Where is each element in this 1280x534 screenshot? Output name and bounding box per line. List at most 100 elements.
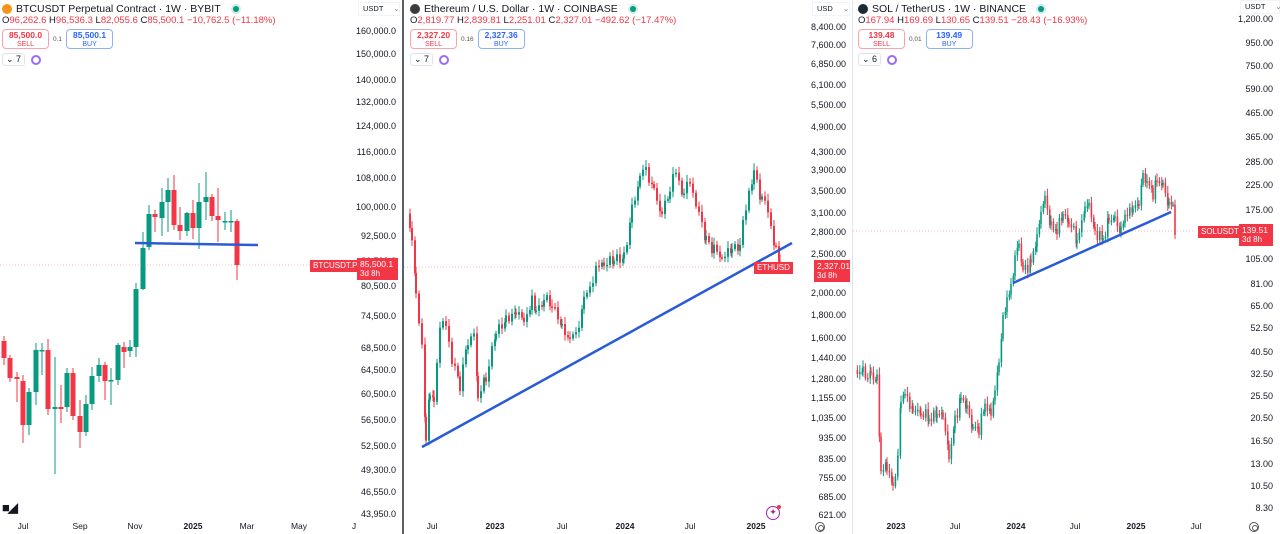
- sell-button[interactable]: 139.48 SELL: [858, 29, 905, 49]
- price-tick-label: 1,035.00: [810, 413, 846, 423]
- price-tick-label: 108,000.0: [355, 173, 396, 183]
- symbol-price-tag: SOLUSDT: [1198, 226, 1242, 238]
- sol-price-axis[interactable]: 1,200.00 950.00 750.00 590.00 465.00 365.00 28…: [1223, 0, 1277, 520]
- tradingview-logo[interactable]: ■◢: [2, 500, 18, 515]
- market-open-icon: [629, 5, 636, 12]
- indicators-toggle[interactable]: ⌄ 6: [858, 53, 882, 66]
- pane-divider[interactable]: [852, 0, 853, 534]
- price-tick-label: 25.50: [1250, 391, 1273, 401]
- price-tick-label: 65.00: [1250, 301, 1273, 311]
- price-tick-label: 64,500.0: [360, 365, 396, 375]
- price-tick-label: 4,300.00: [810, 147, 846, 157]
- price-tick-label: 92,500.0: [360, 231, 396, 241]
- time-tick-label: 2025: [1126, 521, 1146, 531]
- bitcoin-logo-icon: [2, 3, 12, 14]
- price-tick-label: 7,600.00: [810, 40, 846, 50]
- price-tick-label: 3,500.00: [810, 186, 846, 196]
- price-tick-label: 56,500.0: [360, 415, 396, 425]
- price-tick-label: 2,800.00: [810, 227, 846, 237]
- price-tick-label: 225.00: [1245, 180, 1273, 190]
- symbol-title[interactable]: SOL / TetherUS · 1W · BINANCE: [872, 2, 1027, 15]
- eth-candlestick-plot[interactable]: [404, 0, 852, 534]
- currency-selector[interactable]: USDT ⌄: [358, 2, 400, 16]
- price-tick-label: 2,000.00: [810, 288, 846, 298]
- btc-candlestick-plot[interactable]: [0, 0, 403, 534]
- price-tick-label: 835.00: [818, 454, 846, 464]
- buy-button[interactable]: 139.49 BUY: [925, 29, 973, 49]
- indicators-toggle[interactable]: ⌄ 7: [2, 53, 26, 66]
- pane-divider[interactable]: [402, 0, 404, 534]
- price-tick-label: 1,440.00: [810, 353, 846, 363]
- price-tick-label: 1,600.00: [810, 333, 846, 343]
- sol-time-axis[interactable]: 2023 Jul 2024 Jul 2025 Jul: [853, 518, 1280, 534]
- price-tick-label: 1,800.00: [810, 310, 846, 320]
- chart-settings-icon[interactable]: [815, 522, 825, 532]
- time-tick-label: Nov: [127, 521, 143, 531]
- eth-price-axis[interactable]: 8,400.00 7,600.00 6,850.00 6,100.00 5,500.00…: [794, 0, 850, 520]
- price-tick-label: 16.50: [1250, 436, 1273, 446]
- time-tick-label: Jul: [684, 521, 696, 531]
- price-tick-label: 285.00: [1245, 157, 1273, 167]
- lightning-alert-icon[interactable]: ✦: [766, 505, 781, 520]
- btc-legend: BTCUSDT Perpetual Contract · 1W · BYBIT …: [2, 2, 276, 66]
- sol-chart-pane[interactable]: SOL / TetherUS · 1W · BINANCE O167.94 H1…: [853, 0, 1280, 534]
- time-tick-label: May: [290, 521, 308, 531]
- last-price-label: 139.51 3d 8h: [1239, 224, 1273, 246]
- sol-candlestick-plot[interactable]: [853, 0, 1280, 534]
- price-tick-label: 150,000.0: [355, 49, 396, 59]
- price-tick-label: 4,900.00: [810, 122, 846, 132]
- eth-time-axis[interactable]: Jul 2023 Jul 2024 Jul 2025: [404, 518, 850, 534]
- btc-price-axis[interactable]: 160,000.0 150,000.0 140,000.0 132,000.0 124,…: [340, 0, 400, 520]
- btc-time-axis[interactable]: Jul Sep Nov 2025 Mar May J: [0, 518, 400, 534]
- price-tick-label: 49,300.0: [360, 465, 396, 475]
- time-tick-label: 2023: [886, 521, 906, 531]
- price-tick-label: 20.50: [1250, 413, 1273, 423]
- symbol-price-tag: ETHUSD: [754, 262, 793, 274]
- solana-logo-icon: [858, 3, 868, 14]
- buy-button[interactable]: 85,500.1 BUY: [66, 29, 114, 49]
- price-tick-label: 8,400.00: [810, 22, 846, 32]
- btc-chart-pane[interactable]: BTCUSDT Perpetual Contract · 1W · BYBIT …: [0, 0, 403, 534]
- price-tick-label: 13.00: [1250, 459, 1273, 469]
- market-open-icon: [1038, 5, 1045, 12]
- price-tick-label: 6,850.00: [810, 59, 846, 69]
- symbol-title[interactable]: Ethereum / U.S. Dollar · 1W · COINBASE: [424, 2, 618, 15]
- symbol-title[interactable]: BTCUSDT Perpetual Contract · 1W · BYBIT: [16, 2, 221, 15]
- price-tick-label: 124,000.0: [355, 121, 396, 131]
- sync-indicator-icon[interactable]: [887, 54, 898, 65]
- buy-button[interactable]: 2,327.36 BUY: [477, 29, 525, 49]
- price-tick-label: 365.00: [1245, 132, 1273, 142]
- price-tick-label: 100,000.0: [355, 202, 396, 212]
- price-tick-label: 68,500.0: [360, 343, 396, 353]
- time-tick-label: Jul: [556, 521, 568, 531]
- chart-settings-icon[interactable]: [1249, 522, 1259, 532]
- last-price-label: 85,500.1 3d 8h: [357, 258, 398, 280]
- price-tick-label: 750.00: [1245, 61, 1273, 71]
- price-tick-label: 43,950.0: [360, 509, 396, 519]
- price-tick-label: 160,000.0: [355, 26, 396, 36]
- price-tick-label: 80,500.0: [360, 281, 396, 291]
- price-tick-label: 621.00: [818, 510, 846, 520]
- sol-legend: SOL / TetherUS · 1W · BINANCE O167.94 H1…: [858, 2, 1087, 66]
- ethereum-logo-icon: [410, 3, 420, 14]
- time-tick-label: Mar: [239, 521, 255, 531]
- sell-button[interactable]: 85,500.0 SELL: [2, 29, 49, 49]
- time-tick-label: 2024: [615, 521, 635, 531]
- ohlc-values: O167.94 H169.69 L130.65 C139.51 −28.43 (…: [858, 15, 1088, 26]
- currency-selector[interactable]: USD ⌄: [812, 2, 850, 16]
- price-tick-label: 132,000.0: [355, 97, 396, 107]
- sync-indicator-icon[interactable]: [31, 54, 42, 65]
- price-tick-label: 105.00: [1245, 254, 1273, 264]
- indicators-toggle[interactable]: ⌄ 7: [410, 53, 434, 66]
- sync-indicator-icon[interactable]: [439, 54, 450, 65]
- price-tick-label: 81.00: [1250, 279, 1273, 289]
- price-tick-label: 3,900.00: [810, 165, 846, 175]
- price-tick-label: 5,500.00: [810, 100, 846, 110]
- price-tick-label: 8.30: [1255, 503, 1273, 513]
- market-open-icon: [232, 5, 239, 12]
- eth-chart-pane[interactable]: Ethereum / U.S. Dollar · 1W · COINBASE O…: [404, 0, 852, 534]
- time-tick-label: 2025: [183, 521, 203, 531]
- time-tick-label: Jul: [1190, 521, 1202, 531]
- sell-button[interactable]: 2,327.20 SELL: [410, 29, 457, 49]
- ohlc-values: O96,262.6 H96,536.3 L82,055.6 C85,500.1 …: [2, 15, 276, 26]
